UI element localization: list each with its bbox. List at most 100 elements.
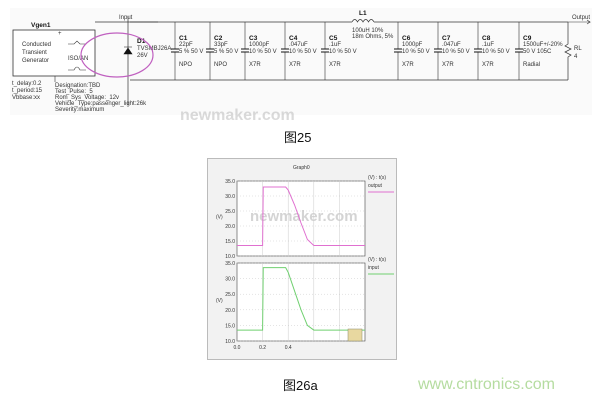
x-tick-label: 0.0: [234, 345, 241, 351]
inductor-gap: [352, 18, 374, 24]
series-line-output: [237, 186, 365, 246]
capacitor-dielectric: X7R: [329, 62, 341, 68]
input-label: Input: [119, 15, 133, 21]
watermark: www.cntronics.com: [418, 376, 555, 393]
y-tick-label: 35.0: [225, 261, 235, 267]
y-axis-label: (V): [216, 215, 223, 221]
generator-attr: Designation:TBD: [55, 83, 101, 89]
inductor-value: 100uH 10%: [352, 28, 384, 34]
capacitor-dielectric: X7R: [289, 62, 301, 68]
capacitor-dielectric: X7R: [442, 62, 454, 68]
capacitor-value: .047uF: [289, 42, 308, 48]
generator-label: Conducted: [22, 42, 51, 48]
capacitor-icon: [241, 48, 249, 53]
generator-name: Vgen1: [31, 22, 51, 29]
capacitor-rating: 50 V 105C: [523, 49, 552, 55]
graph-window: Graph0 newmaker.com 35.0 30.0 25.0 20.0 15.0 10…: [207, 158, 397, 360]
graph-title: Graph0: [293, 165, 310, 171]
capacitor-dielectric: NPO: [214, 62, 227, 68]
logo-watermark: newmaker.com: [180, 107, 295, 124]
corner-logo: [347, 328, 363, 342]
pulse-waveform-icon: [68, 40, 86, 71]
capacitor-name: C9: [523, 35, 532, 42]
capacitor-icon: [281, 48, 289, 53]
diode-name: D1: [137, 38, 146, 45]
capacitor-dielectric: NPO: [179, 62, 192, 68]
output-label: Output: [572, 15, 590, 21]
legend-header: (V) : t(s): [368, 257, 386, 263]
legend-header: (V) : t(s): [368, 175, 386, 181]
output-arrow-icon: [568, 19, 591, 25]
capacitor-rating: 10 % 50 V: [442, 49, 470, 55]
highlight-ellipse: [80, 32, 154, 78]
legend-label: output: [368, 183, 383, 189]
x-tick-label: 0.4: [285, 345, 292, 351]
capacitor-dielectric: X7R: [402, 62, 414, 68]
x-tick-label: 0.2: [259, 345, 266, 351]
capacitor-name: C8: [482, 35, 491, 42]
diode-part: TVSMBJ26A: [137, 46, 171, 52]
capacitor-value: 22pF: [179, 42, 193, 48]
capacitor-dielectric: X7R: [249, 62, 261, 68]
generator-attr: Severity:maximum: [55, 107, 104, 113]
capacitor-value: 1000pF: [249, 42, 270, 48]
generator-pulse: ISO/AN: [68, 56, 88, 62]
capacitor-name: C6: [402, 35, 411, 42]
capacitor-value: 1500uF+/-20%: [523, 42, 563, 48]
generator-param: t_period:15: [12, 88, 43, 94]
capacitor-icon: [515, 48, 523, 53]
schematic: newmaker.com Vgen1 Conducted Transient Gener…: [10, 8, 592, 124]
capacitor-icon: [434, 48, 442, 53]
capacitor-rating: 10 % 50 V: [289, 49, 317, 55]
figure-caption-26a: 图26a: [283, 378, 318, 393]
generator-param: Vbbase:xx: [12, 95, 40, 101]
plot-area: [236, 180, 366, 257]
y-tick-label: 20.0: [225, 308, 235, 314]
y-tick-label: 30.0: [225, 277, 235, 283]
y-tick-label: 30.0: [225, 194, 235, 200]
capacitor-name: C3: [249, 35, 258, 42]
y-tick-label: 15.0: [225, 239, 235, 245]
capacitor-name: C1: [179, 35, 188, 42]
generator-attr: Vehicle_Type:passenger_light:26k: [55, 101, 147, 107]
capacitor-value: .047uF: [442, 42, 461, 48]
tvs-diode-icon: [123, 46, 133, 55]
y-tick-label: 25.0: [225, 292, 235, 298]
capacitor-rating: 10 % 50 V: [329, 49, 357, 55]
y-tick-label: 35.0: [225, 179, 235, 185]
logo-watermark: newmaker.com: [250, 208, 358, 225]
y-tick-label: 25.0: [225, 209, 235, 215]
generator-label: Transient: [22, 50, 47, 56]
figure-caption-25: 图25: [284, 130, 312, 145]
capacitor-value: .1uF: [329, 42, 341, 48]
capacitor-icon: [474, 48, 482, 53]
y-tick-label: 10.0: [225, 254, 235, 260]
capacitor-icon: [394, 48, 402, 53]
load-resistor-icon: [564, 22, 572, 80]
capacitor-icon: [206, 48, 214, 53]
y-tick-label: 20.0: [225, 224, 235, 230]
generator-attr: Test_Pulse:_5: [55, 89, 93, 95]
plus-sign: +: [58, 31, 62, 37]
capacitor-dielectric: Radial: [523, 62, 540, 68]
capacitor-rating: 5 % 50 V: [214, 49, 238, 55]
load-name: RL: [574, 46, 582, 52]
capacitor-rating: 10 % 50 V: [402, 49, 430, 55]
capacitor-name: C2: [214, 35, 223, 42]
generator-param: t_delay:0.2: [12, 81, 42, 87]
capacitor-value: 33pF: [214, 42, 228, 48]
graph-plot: Graph0 newmaker.com 35.0 30.0 25.0 20.0 15.0 10…: [216, 165, 394, 351]
capacitor-value: 1000pF: [402, 42, 423, 48]
plot-area: [236, 262, 366, 342]
y-axis-label: (V): [216, 298, 223, 304]
capacitor-icon: [321, 48, 329, 53]
legend-label: input: [368, 265, 379, 271]
capacitor-value: .1uF: [482, 42, 494, 48]
capacitor-icon: [171, 48, 179, 53]
load-value: 4: [574, 54, 578, 60]
series-line-input: [237, 267, 365, 331]
capacitor-rating: 10 % 50 V: [249, 49, 277, 55]
capacitor-name: C7: [442, 35, 451, 42]
inductor-icon: [351, 19, 375, 23]
capacitor-name: C4: [289, 35, 298, 42]
